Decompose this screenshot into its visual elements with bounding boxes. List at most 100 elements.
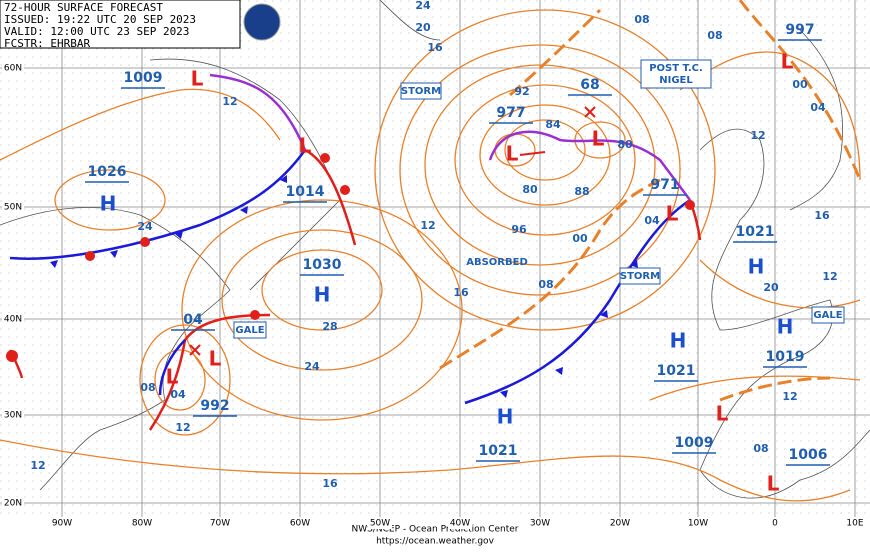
isobar-label: 24 — [304, 360, 320, 373]
lat-box — [2, 201, 24, 213]
lon-label: 10W — [688, 519, 708, 529]
fronts — [8, 73, 702, 431]
center-letter: H — [748, 255, 765, 279]
lat-label: 20N — [4, 499, 22, 509]
isobar-label: 12 — [420, 219, 435, 232]
isobar-label: 16 — [427, 41, 443, 54]
isobar-label: 92 — [514, 85, 529, 98]
lon-box — [608, 517, 632, 529]
isobar-label: 84 — [545, 118, 561, 131]
lon-label: 30W — [530, 519, 550, 529]
front-symbols — [50, 175, 638, 398]
tag-label: STORM — [620, 271, 660, 282]
center-pressure: 992 — [200, 398, 229, 414]
center-letter: L — [767, 472, 780, 496]
center-pressure: 1019 — [766, 349, 805, 365]
center-pressure: 1030 — [303, 257, 342, 273]
center-letter: L — [592, 127, 605, 151]
isobar-label: 96 — [511, 223, 527, 236]
isobar-label: 88 — [574, 185, 589, 198]
header-line: ISSUED: 19:22 UTC 20 SEP 2023 — [4, 13, 196, 26]
lon-label: 90W — [52, 519, 72, 529]
lon-box — [208, 517, 232, 529]
center-pressure: 1021 — [657, 363, 696, 379]
center-pressure: 68 — [580, 77, 599, 93]
isobar-label: 12 — [750, 129, 765, 142]
lon-label: 50W — [370, 519, 390, 529]
isobars — [0, 9, 861, 502]
tag-label: GALE — [813, 310, 842, 321]
center-pressure: 1006 — [789, 447, 828, 463]
tag-box — [640, 59, 712, 89]
lon-label: 80W — [132, 519, 152, 529]
header-line: VALID: 12:00 UTC 23 SEP 2023 — [4, 25, 189, 38]
troughs — [439, 0, 862, 402]
center-letter: L — [209, 347, 222, 371]
tag-box — [619, 267, 661, 285]
lon-label: 0 — [772, 519, 778, 529]
isobar-label: 04 — [810, 101, 826, 114]
lon-box — [763, 517, 787, 529]
tag-box — [811, 306, 845, 324]
lon-box — [288, 517, 312, 529]
tag-label: POST T.C. — [649, 63, 703, 74]
lon-box — [448, 517, 472, 529]
lon-label: 70W — [210, 519, 230, 529]
center-letter: L — [781, 50, 794, 74]
isobar-label: 28 — [322, 320, 337, 333]
x-marks — [189, 106, 596, 356]
center-pressure: 1009 — [675, 435, 714, 451]
center-pressure: 1021 — [479, 443, 518, 459]
footer-line: https://ocean.weather.gov — [376, 537, 494, 547]
tag-box — [233, 321, 267, 339]
lat-box — [2, 313, 24, 325]
center-pressure: 04 — [183, 312, 203, 328]
lon-label: 20W — [610, 519, 630, 529]
isobar-label: 16 — [322, 477, 338, 490]
lat-label: 50N — [4, 203, 22, 213]
center-pressure: 971 — [650, 177, 679, 193]
isobar-label: 08 — [140, 381, 155, 394]
isobar-label: 00 — [572, 232, 588, 245]
lon-box — [50, 517, 74, 529]
lon-box — [843, 517, 867, 529]
lon-box — [368, 517, 392, 529]
center-letter: L — [166, 365, 179, 389]
isobar-label: 80 — [617, 138, 633, 151]
warm-symbols — [6, 153, 695, 362]
footer-line: NWS/NCEP - Ocean Prediction Center — [352, 525, 519, 535]
center-pressure: 997 — [785, 22, 814, 38]
isobar-label: 08 — [707, 29, 722, 42]
center-letter: L — [191, 67, 204, 91]
isobar-label: 12 — [822, 270, 837, 283]
tag-label: ABSORBED — [466, 257, 528, 268]
center-letter: H — [100, 192, 117, 216]
tag-label: GALE — [235, 325, 264, 336]
lat-box — [2, 409, 24, 421]
lon-label: 10E — [846, 519, 863, 529]
lon-box — [686, 517, 710, 529]
center-pressure: 1014 — [286, 184, 325, 200]
isobar-label: 80 — [522, 183, 538, 196]
center-letter: L — [506, 142, 519, 166]
tag-box — [400, 82, 442, 100]
lat-box — [2, 497, 24, 509]
isobar-label: 24 — [137, 220, 153, 233]
tag-label: NIGEL — [659, 75, 693, 86]
isobar-label: 20 — [763, 281, 779, 294]
lat-label: 30N — [4, 411, 22, 421]
isobar-label: 12 — [30, 459, 45, 472]
center-letter: L — [716, 402, 729, 426]
isobar-label: 08 — [753, 442, 768, 455]
center-pressure: 977 — [496, 105, 525, 121]
center-letter: L — [299, 134, 312, 158]
center-letter: L — [666, 202, 679, 226]
isobar-label: 16 — [814, 209, 830, 222]
center-letter: H — [777, 315, 794, 339]
lat-box — [2, 62, 24, 74]
header-box — [0, 0, 241, 49]
isobar-label: 20 — [415, 21, 431, 34]
isobar-label: 12 — [222, 95, 237, 108]
lon-box — [130, 517, 154, 529]
lon-label: 60W — [290, 519, 310, 529]
